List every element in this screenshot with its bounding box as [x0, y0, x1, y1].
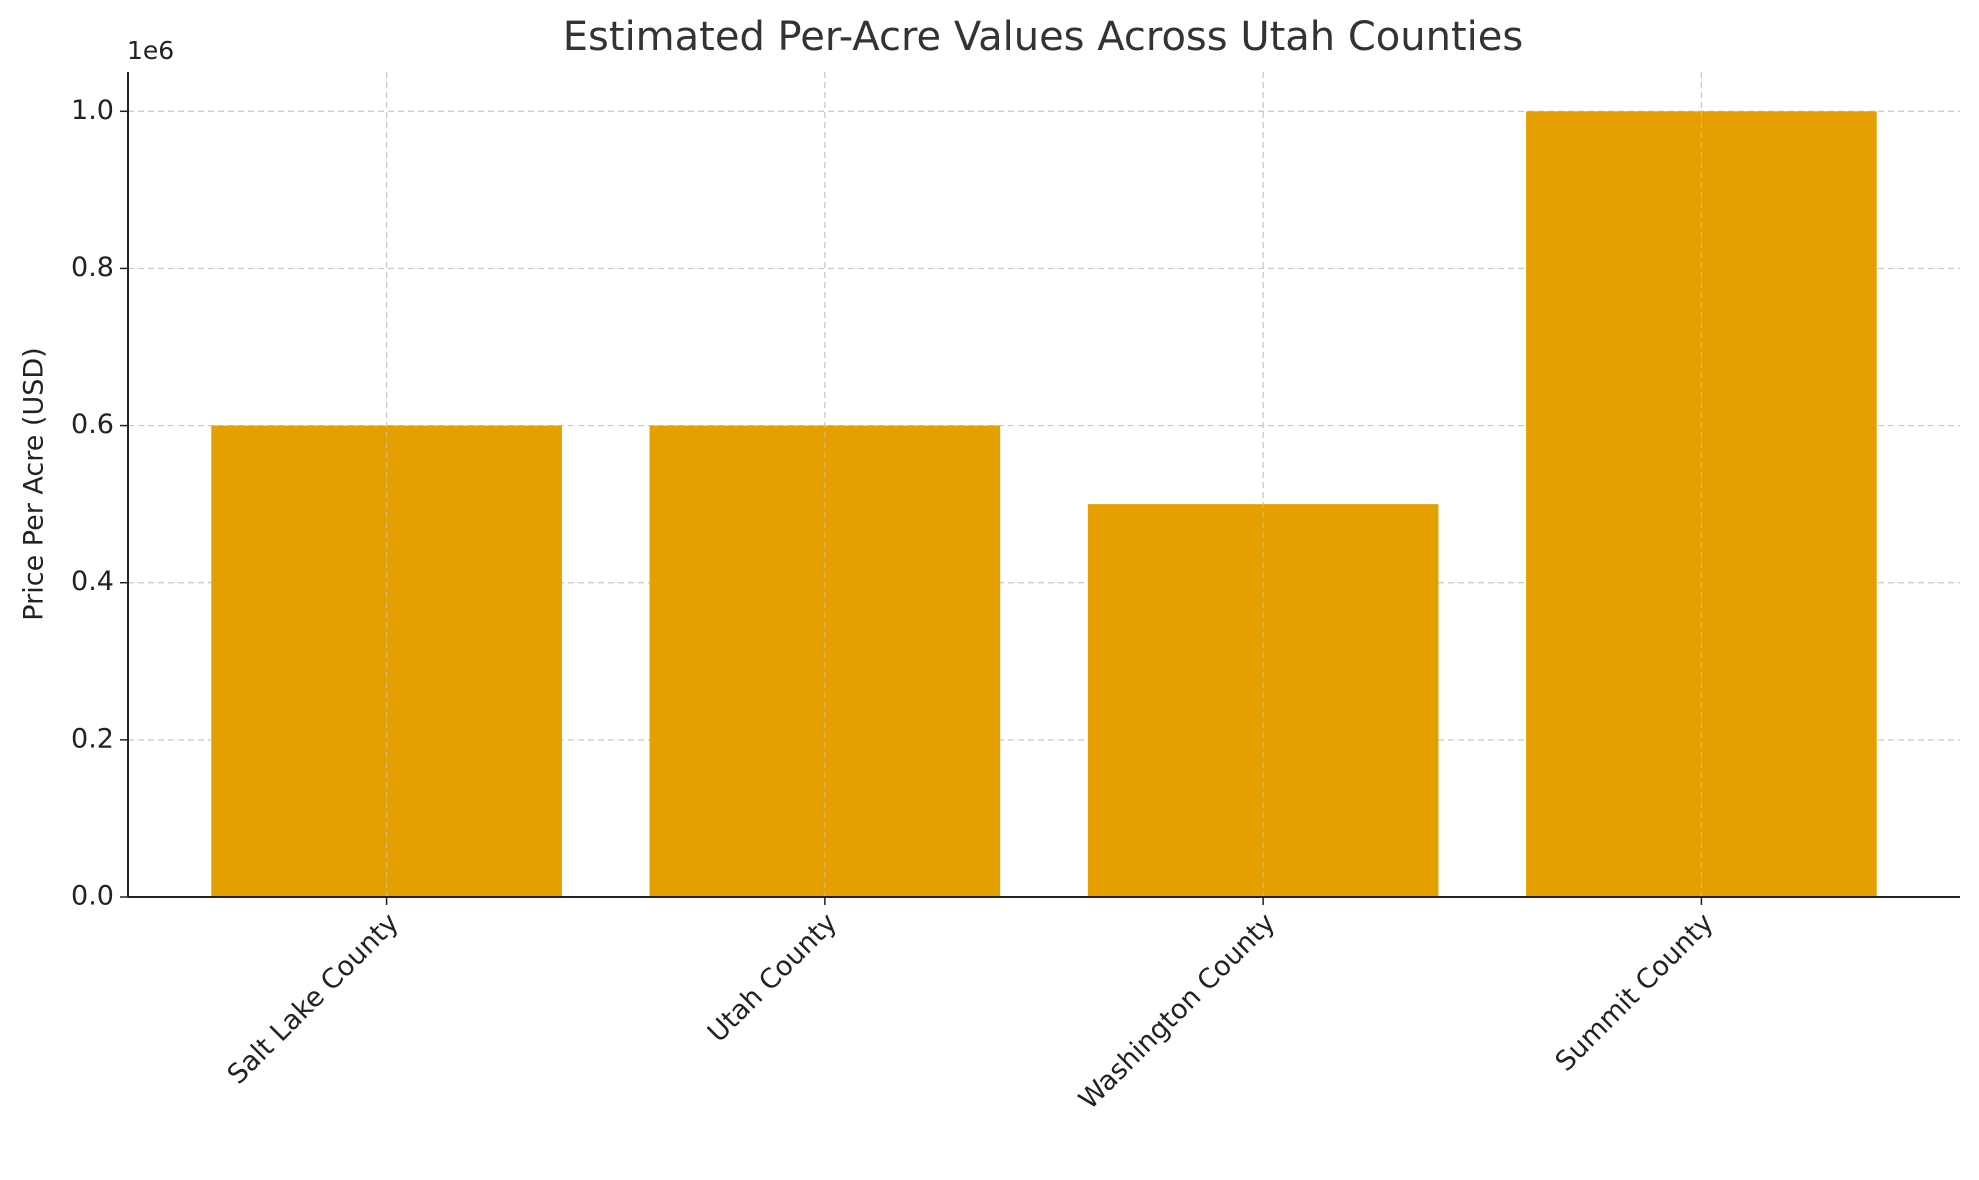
y-offset-label: 1e6 [127, 36, 174, 65]
bar [1087, 504, 1439, 897]
y-tick-label: 0.4 [71, 566, 114, 597]
x-tick-label: Utah County [702, 907, 843, 1048]
y-tick-label: 0.8 [71, 252, 114, 283]
y-tick-label: 0.6 [71, 409, 114, 440]
y-axis-label: Price Per Acre (USD) [19, 347, 50, 620]
y-tick-label: 0.0 [71, 881, 114, 912]
y-tick-label: 0.2 [71, 723, 114, 754]
y-tick-label: 1.0 [71, 95, 114, 126]
x-tick-label: Washington County [1073, 907, 1281, 1115]
chart-title: Estimated Per-Acre Values Across Utah Co… [563, 14, 1523, 60]
x-tick-label: Salt Lake County [222, 907, 405, 1090]
x-tick-label: Summit County [1549, 907, 1719, 1077]
